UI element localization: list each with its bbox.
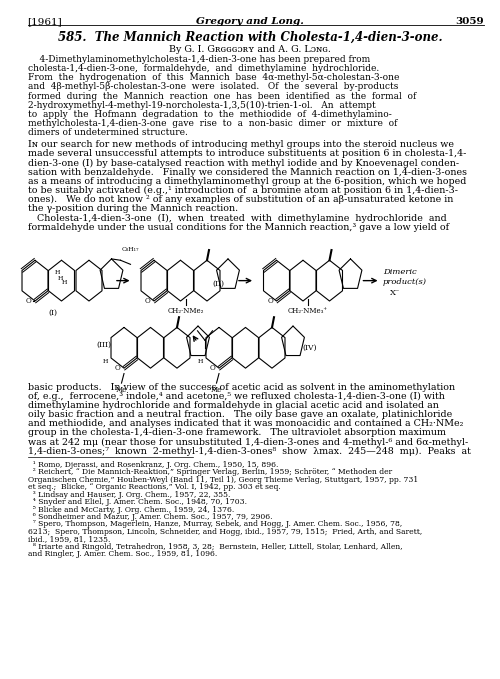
Text: ibid., 1959, 81, 1235.: ibid., 1959, 81, 1235.: [28, 535, 110, 543]
Text: ³ Lindsay and Hauser, J. Org. Chem., 1957, 22, 355.: ³ Lindsay and Hauser, J. Org. Chem., 195…: [28, 490, 230, 498]
Text: as a means of introducing a dimethylaminomethyl group at the 6-position, which w: as a means of introducing a dimethylamin…: [28, 177, 466, 186]
Text: [1961]: [1961]: [28, 17, 62, 26]
Text: cholesta-1,4-dien-3-one,  formaldehyde,  and  dimethylamine  hydrochloride.: cholesta-1,4-dien-3-one, formaldehyde, a…: [28, 64, 379, 73]
Text: dimethylamine hydrochloride and formaldehyde in glacial acetic acid and isolated: dimethylamine hydrochloride and formalde…: [28, 401, 438, 410]
Text: and  4β-methyl-5β-cholestan-3-one  were  isolated.   Of  the  several  by-produc: and 4β-methyl-5β-cholestan-3-one were is…: [28, 82, 398, 92]
Text: to  apply  the  Hofmann  degradation  to  the  methiodide  of  4-dimethylamino-: to apply the Hofmann degradation to the …: [28, 110, 391, 119]
Text: the γ-position during the Mannich reaction.: the γ-position during the Mannich reacti…: [28, 204, 238, 213]
Text: O: O: [25, 297, 31, 305]
Text: From  the  hydrogenation  of  this  Mannich  base  4α-methyl-5α-cholestan-3-one: From the hydrogenation of this Mannich b…: [28, 73, 399, 82]
Text: ⁴ Snyder and Eliel, J. Amer. Chem. Soc., 1948, 70, 1703.: ⁴ Snyder and Eliel, J. Amer. Chem. Soc.,…: [28, 498, 246, 506]
Text: et seq.;  Blicke, “ Organic Reactions,” Vol. I, 1942, pp. 303 et seq.: et seq.; Blicke, “ Organic Reactions,” V…: [28, 483, 280, 491]
Text: H: H: [103, 359, 108, 364]
Text: By G. I. Gʀɢɢɢɔʀʏ and A. G. Lɔɴɢ.: By G. I. Gʀɢɢɢɔʀʏ and A. G. Lɔɴɢ.: [169, 45, 331, 54]
Text: 6213;  Spero, Thompson, Lincoln, Schneider, and Hogg, ibid., 1957, 79, 1515;  Fr: 6213; Spero, Thompson, Lincoln, Schneide…: [28, 528, 422, 536]
Text: (I): (I): [48, 309, 57, 317]
Text: CH₂·NMe₂: CH₂·NMe₂: [168, 307, 203, 315]
Text: (II): (II): [212, 280, 224, 288]
Text: O: O: [210, 364, 216, 372]
Text: was at 242 mμ (near those for unsubstituted 1,4-dien-3-ones and 4-methyl-⁶ and 6: was at 242 mμ (near those for unsubstitu…: [28, 437, 468, 447]
Text: X⁻: X⁻: [390, 289, 400, 297]
Text: O: O: [145, 297, 150, 305]
Text: CH₂·NMe₃⁺: CH₂·NMe₃⁺: [288, 307, 328, 315]
Text: made several unsuccessful attempts to introduce substituents at position 6 in ch: made several unsuccessful attempts to in…: [28, 149, 466, 158]
Text: 585.  The Mannich Reaction with Cholesta-1,4-dien-3-one.: 585. The Mannich Reaction with Cholesta-…: [58, 31, 442, 43]
Text: of, e.g.,  ferrocene,³ indole,⁴ and acetone,⁵ we refluxed cholesta-1,4-dien-3-on: of, e.g., ferrocene,³ indole,⁴ and aceto…: [28, 392, 444, 401]
Text: 3059: 3059: [456, 17, 484, 26]
Text: Gregory and Long.: Gregory and Long.: [196, 17, 304, 26]
Text: Organischen Chemie,” Houben-Weyl (Band 11, Teil 1), Georg Thieme Verlag, Stuttga: Organischen Chemie,” Houben-Weyl (Band 1…: [28, 475, 418, 483]
Text: ones).   We do not know ² of any examples of substitution of an aβ-unsaturated k: ones). We do not know ² of any examples …: [28, 195, 453, 204]
Text: Iɴ our search for new methods of introducing methyl groups into the steroid nucl: Iɴ our search for new methods of introdu…: [28, 140, 454, 149]
Text: (III): (III): [96, 340, 112, 348]
Text: ⁵ Blicke and McCarty, J. Org. Chem., 1959, 24, 1376.: ⁵ Blicke and McCarty, J. Org. Chem., 195…: [28, 505, 234, 513]
Text: C₈H₁₇: C₈H₁₇: [122, 247, 140, 252]
Text: Me: Me: [116, 386, 127, 394]
Text: ² Reichert, “ Die Mannich-Reaktion,” Springer Verlag, Berlin, 1959; Schröter, “ : ² Reichert, “ Die Mannich-Reaktion,” Spr…: [28, 468, 392, 476]
Text: (IV): (IV): [302, 344, 316, 352]
Text: Dimeric: Dimeric: [383, 268, 417, 276]
Text: oily basic fraction and a neutral fraction.   The oily base gave an oxalate, pla: oily basic fraction and a neutral fracti…: [28, 410, 452, 419]
Text: ⁸ Iriarte and Ringold, Tetrahedron, 1958, 3, 28;  Bernstein, Heller, Littell, St: ⁸ Iriarte and Ringold, Tetrahedron, 1958…: [28, 543, 402, 551]
Text: H: H: [198, 359, 203, 364]
Text: ¹ Romo, Djerassi, and Rosenkranz, J. Org. Chem., 1950, 15, 896.: ¹ Romo, Djerassi, and Rosenkranz, J. Org…: [28, 460, 278, 469]
Text: H: H: [55, 270, 60, 275]
Text: 2-hydroxymethyl-4-methyl-19-norcholesta-1,3,5(10)-trien-1-ol.   An  attempt: 2-hydroxymethyl-4-methyl-19-norcholesta-…: [28, 100, 375, 110]
Text: to be suitably activated (e.g.,¹ introduction of  a bromine atom at position 6 i: to be suitably activated (e.g.,¹ introdu…: [28, 186, 458, 195]
Text: ⁷ Spero, Thompson, Magerlein, Hanze, Murray, Sebek, and Hogg, J. Amer. Chem. Soc: ⁷ Spero, Thompson, Magerlein, Hanze, Mur…: [28, 520, 402, 528]
Text: product(s): product(s): [383, 278, 427, 286]
Text: O: O: [267, 297, 273, 305]
Text: 1,4-dien-3-ones;⁷  known  2-methyl-1,4-dien-3-ones⁸  show  λmax.  245—248  mμ). : 1,4-dien-3-ones;⁷ known 2-methyl-1,4-die…: [28, 447, 470, 456]
Text: Cholesta-1,4-dien-3-one  (I),  when  treated  with  dimethylamine  hydrochloride: Cholesta-1,4-dien-3-one (I), when treate…: [28, 214, 446, 223]
Text: group in the cholesta-1,4-dien-3-one framework.   The ultraviolet absorption max: group in the cholesta-1,4-dien-3-one fra…: [28, 428, 446, 437]
Text: formaldehyde under the usual conditions for the Mannich reaction,³ gave a low yi: formaldehyde under the usual conditions …: [28, 223, 448, 232]
Text: H: H: [58, 276, 63, 281]
Text: Me: Me: [211, 386, 222, 394]
Text: H: H: [62, 280, 66, 285]
Text: formed  during  the  Mannich  reaction  one  has  been  identified  as  the  for: formed during the Mannich reaction one h…: [28, 92, 416, 100]
Text: 4-Dimethylaminomethylcholesta-1,4-dien-3-one has been prepared from: 4-Dimethylaminomethylcholesta-1,4-dien-3…: [28, 55, 370, 64]
Text: sation with benzaldehyde.   Finally we considered the Mannich reaction on 1,4-di: sation with benzaldehyde. Finally we con…: [28, 168, 466, 177]
Text: dimers of undetermined structure.: dimers of undetermined structure.: [28, 128, 188, 137]
Text: and methiodide, and analyses indicated that it was monoacidic and contained a CH: and methiodide, and analyses indicated t…: [28, 419, 463, 428]
Text: and Ringler, J. Amer. Chem. Soc., 1959, 81, 1096.: and Ringler, J. Amer. Chem. Soc., 1959, …: [28, 550, 217, 558]
Text: ⁶ Sondheimer and Mazur, J. Amer. Chem. Soc., 1957, 79, 2906.: ⁶ Sondheimer and Mazur, J. Amer. Chem. S…: [28, 513, 272, 521]
Text: basic products.   In view of the success of acetic acid as solvent in the aminom: basic products. In view of the success o…: [28, 382, 454, 392]
Text: methylcholesta-1,4-dien-3-one  gave  rise  to  a  non-basic  dimer  or  mixture : methylcholesta-1,4-dien-3-one gave rise …: [28, 119, 397, 128]
Text: O: O: [115, 364, 120, 372]
Text: dien-3-one (I) by base-catalysed reaction with methyl iodide and by Knoevenagel : dien-3-one (I) by base-catalysed reactio…: [28, 158, 458, 168]
